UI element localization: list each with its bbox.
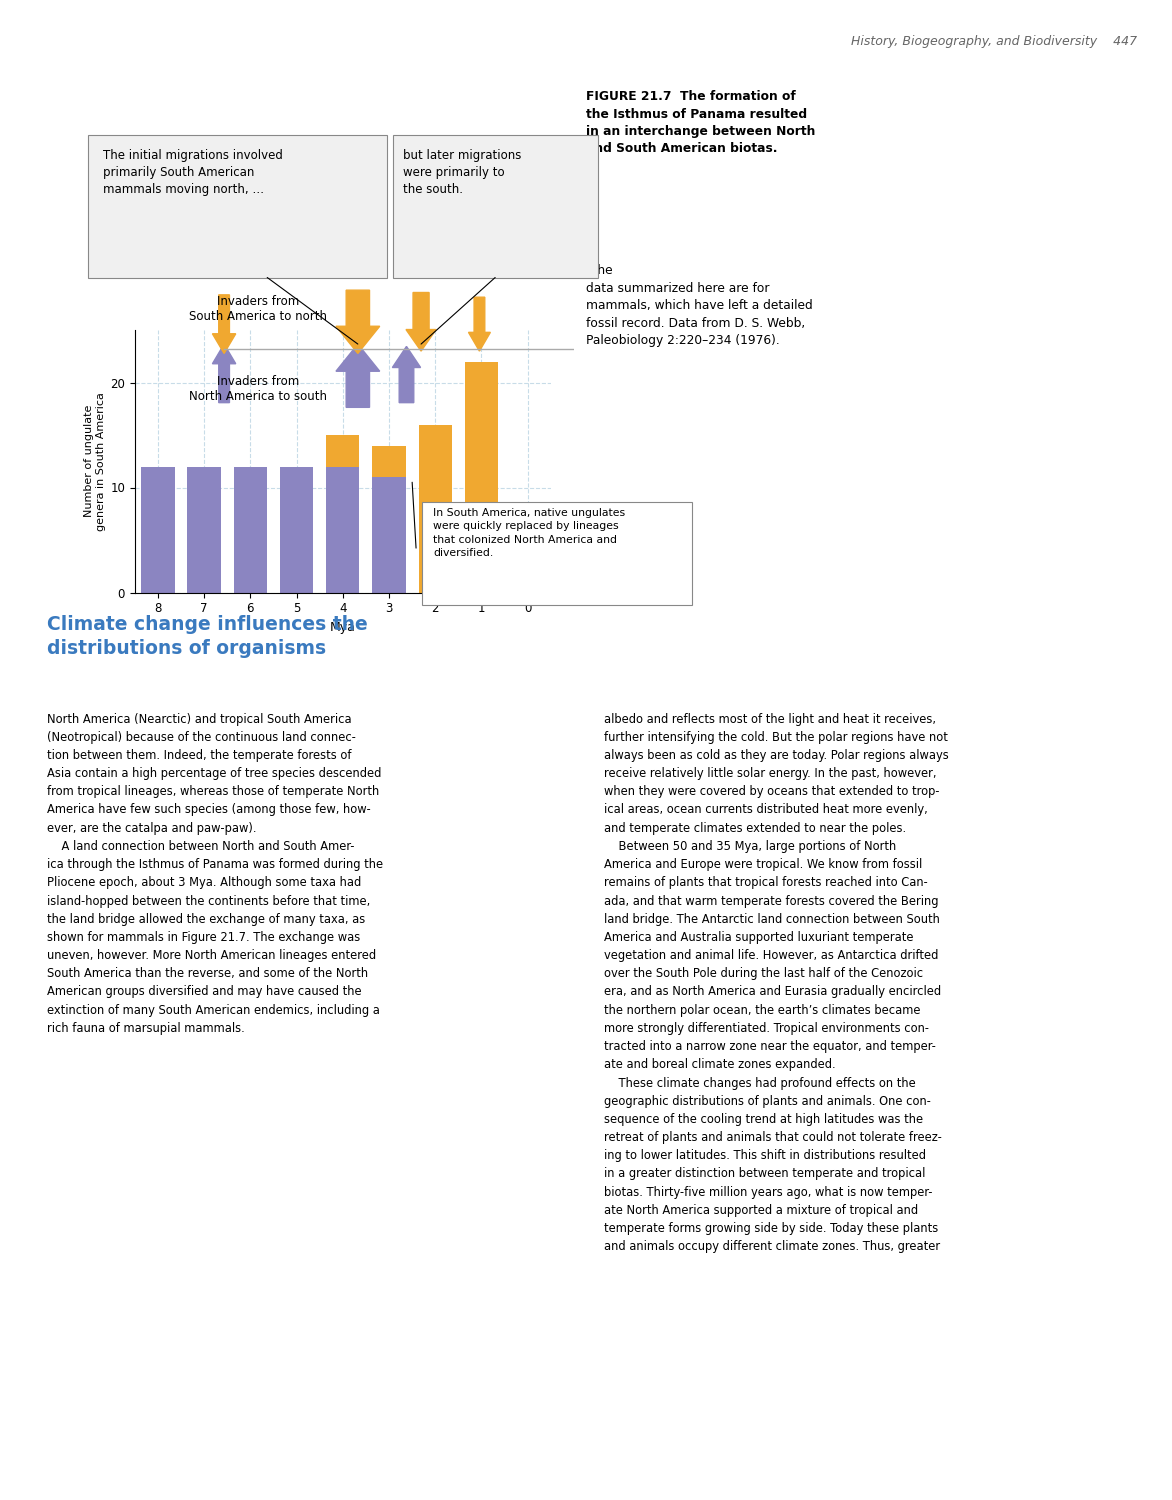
Bar bbox=[373, 446, 406, 477]
Bar bbox=[326, 435, 360, 466]
Bar bbox=[373, 477, 406, 592]
FancyBboxPatch shape bbox=[88, 135, 387, 278]
Text: albedo and reflects most of the light and heat it receives,
further intensifying: albedo and reflects most of the light an… bbox=[604, 712, 948, 1254]
Text: History, Biogeography, and Biodiversity    447: History, Biogeography, and Biodiversity … bbox=[851, 34, 1137, 48]
Bar bbox=[418, 424, 452, 592]
Text: but later migrations
were primarily to
the south.: but later migrations were primarily to t… bbox=[403, 150, 522, 196]
FancyArrow shape bbox=[469, 297, 490, 351]
Bar bbox=[280, 466, 313, 592]
Text: FIGURE 21.7  The formation of
the Isthmus of Panama resulted
in an interchange b: FIGURE 21.7 The formation of the Isthmus… bbox=[586, 90, 816, 156]
X-axis label: Mya: Mya bbox=[329, 621, 356, 634]
Bar bbox=[465, 362, 498, 592]
FancyArrow shape bbox=[406, 292, 436, 351]
Text: Climate change influences the
distributions of organisms: Climate change influences the distributi… bbox=[47, 615, 368, 658]
FancyBboxPatch shape bbox=[393, 135, 598, 278]
Text: The initial migrations involved
primarily South American
mammals moving north, …: The initial migrations involved primaril… bbox=[103, 150, 282, 196]
FancyArrow shape bbox=[336, 290, 380, 354]
Text: Invaders from
North America to south: Invaders from North America to south bbox=[189, 375, 327, 402]
Text: In South America, native ungulates
were quickly replaced by lineages
that coloni: In South America, native ungulates were … bbox=[432, 509, 625, 558]
FancyArrow shape bbox=[212, 296, 236, 354]
Y-axis label: Number of ungulate
genera in South America: Number of ungulate genera in South Ameri… bbox=[84, 392, 105, 531]
Bar bbox=[188, 466, 220, 592]
FancyArrow shape bbox=[393, 346, 421, 402]
Bar bbox=[326, 466, 360, 592]
Text: North America (Nearctic) and tropical South America
(Neotropical) because of the: North America (Nearctic) and tropical So… bbox=[47, 712, 383, 1035]
Text: The
data summarized here are for
mammals, which have left a detailed
fossil reco: The data summarized here are for mammals… bbox=[586, 264, 812, 346]
FancyBboxPatch shape bbox=[422, 501, 691, 606]
Bar bbox=[233, 466, 267, 592]
FancyArrow shape bbox=[336, 344, 380, 408]
Text: Invaders from
South America to north: Invaders from South America to north bbox=[189, 296, 327, 322]
Bar bbox=[142, 466, 175, 592]
FancyArrow shape bbox=[212, 344, 236, 402]
